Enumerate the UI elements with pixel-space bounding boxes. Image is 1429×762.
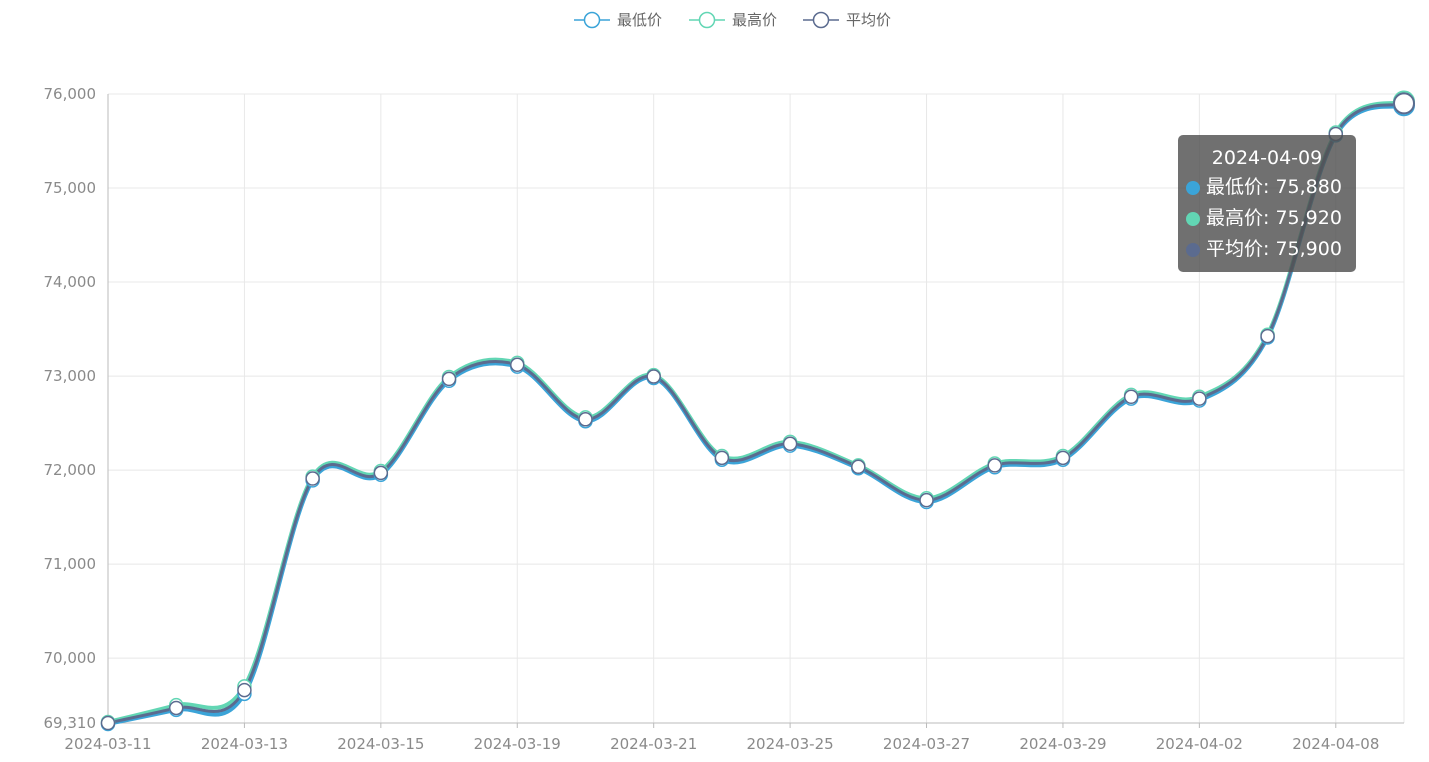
data-point-2-3[interactable]	[305, 471, 320, 486]
x-tick-label: 2024-03-27	[883, 735, 970, 753]
tooltip-low-text: 最低价: 75,880	[1206, 176, 1342, 198]
high-series-dot	[1186, 211, 1200, 226]
data-point-2-11[interactable]	[851, 459, 866, 475]
y-tick-label: 70,000	[44, 649, 97, 667]
tooltip-title: 2024-04-09	[1211, 147, 1323, 169]
y-tick-label: 69,310	[44, 714, 97, 732]
data-point-2-10[interactable]	[782, 436, 798, 452]
tooltip-avg-text: 平均价: 75,900	[1206, 238, 1342, 260]
legend-marker	[812, 11, 830, 29]
data-point-2-2[interactable]	[237, 682, 252, 698]
axes: 69,310 70,000 71,000 72,000 73,000 74,000 75,0…	[44, 85, 1404, 753]
data-point-2-16[interactable]	[1192, 391, 1207, 406]
x-tick-label: 2024-04-02	[1156, 735, 1243, 753]
tooltip-row-high: 最高价: 75,920	[1186, 203, 1348, 234]
legend-label: 平均价	[846, 11, 891, 29]
y-tick-label: 71,000	[44, 555, 97, 573]
y-tick-label: 75,000	[44, 179, 97, 197]
data-point-2-12[interactable]	[919, 492, 934, 508]
legend-label: 最低价	[617, 11, 662, 29]
data-point-2-7[interactable]	[578, 412, 593, 427]
data-point-2-17[interactable]	[1260, 328, 1275, 344]
tooltip-row-low: 最低价: 75,880	[1186, 172, 1348, 203]
y-tick-label: 76,000	[44, 85, 97, 103]
data-point-2-6[interactable]	[510, 357, 525, 373]
legend-item-1[interactable]: 最高价	[689, 11, 777, 29]
legend: 最低价 最高价 平均价	[574, 11, 891, 29]
legend-marker	[583, 11, 601, 29]
data-point-2-14[interactable]	[1055, 450, 1071, 466]
legend-item-2[interactable]: 平均价	[803, 11, 891, 29]
data-point-2-19[interactable]	[1393, 92, 1415, 115]
data-point-2-4[interactable]	[373, 465, 389, 481]
data-point-2-0[interactable]	[100, 715, 116, 731]
x-tick-label: 2024-03-15	[337, 735, 424, 753]
data-point-2-5[interactable]	[441, 371, 457, 387]
tooltip: 2024-04-09 最低价: 75,880 最高价: 75,920 平均价: …	[1178, 135, 1356, 272]
data-point-2-8[interactable]	[646, 369, 661, 384]
data-points	[100, 90, 1415, 732]
x-tick-label: 2024-03-25	[747, 735, 834, 753]
y-tick-label: 72,000	[44, 461, 97, 479]
low-series-dot	[1186, 180, 1200, 195]
avg-series-dot	[1186, 242, 1200, 257]
y-tick-label: 73,000	[44, 367, 97, 385]
y-tick-label: 74,000	[44, 273, 97, 291]
x-tick-label: 2024-03-21	[610, 735, 697, 753]
legend-label: 最高价	[732, 11, 777, 29]
tooltip-row-avg: 平均价: 75,900	[1186, 234, 1348, 265]
x-tick-label: 2024-03-11	[64, 735, 151, 753]
data-point-2-13[interactable]	[987, 458, 1002, 473]
data-point-2-9[interactable]	[714, 450, 730, 466]
x-tick-label: 2024-04-08	[1292, 735, 1379, 753]
legend-marker	[698, 11, 716, 29]
data-point-2-15[interactable]	[1123, 389, 1139, 404]
x-tick-label: 2024-03-19	[474, 735, 561, 753]
x-tick-label: 2024-03-13	[201, 735, 288, 753]
x-tick-label: 2024-03-29	[1019, 735, 1106, 753]
legend-item-0[interactable]: 最低价	[574, 11, 662, 29]
tooltip-high-text: 最高价: 75,920	[1206, 207, 1342, 229]
data-point-2-1[interactable]	[168, 700, 184, 716]
